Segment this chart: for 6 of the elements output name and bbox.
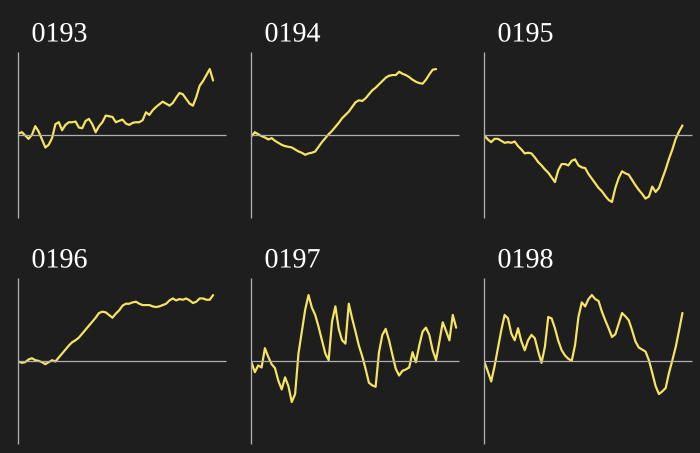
chart-title: 0194 xyxy=(264,18,320,48)
chart-title: 0197 xyxy=(264,244,320,274)
chart-title: 0195 xyxy=(498,18,554,48)
chart-title: 0196 xyxy=(32,244,88,274)
chart-title: 0193 xyxy=(32,18,88,48)
chart-title: 0198 xyxy=(498,244,554,274)
